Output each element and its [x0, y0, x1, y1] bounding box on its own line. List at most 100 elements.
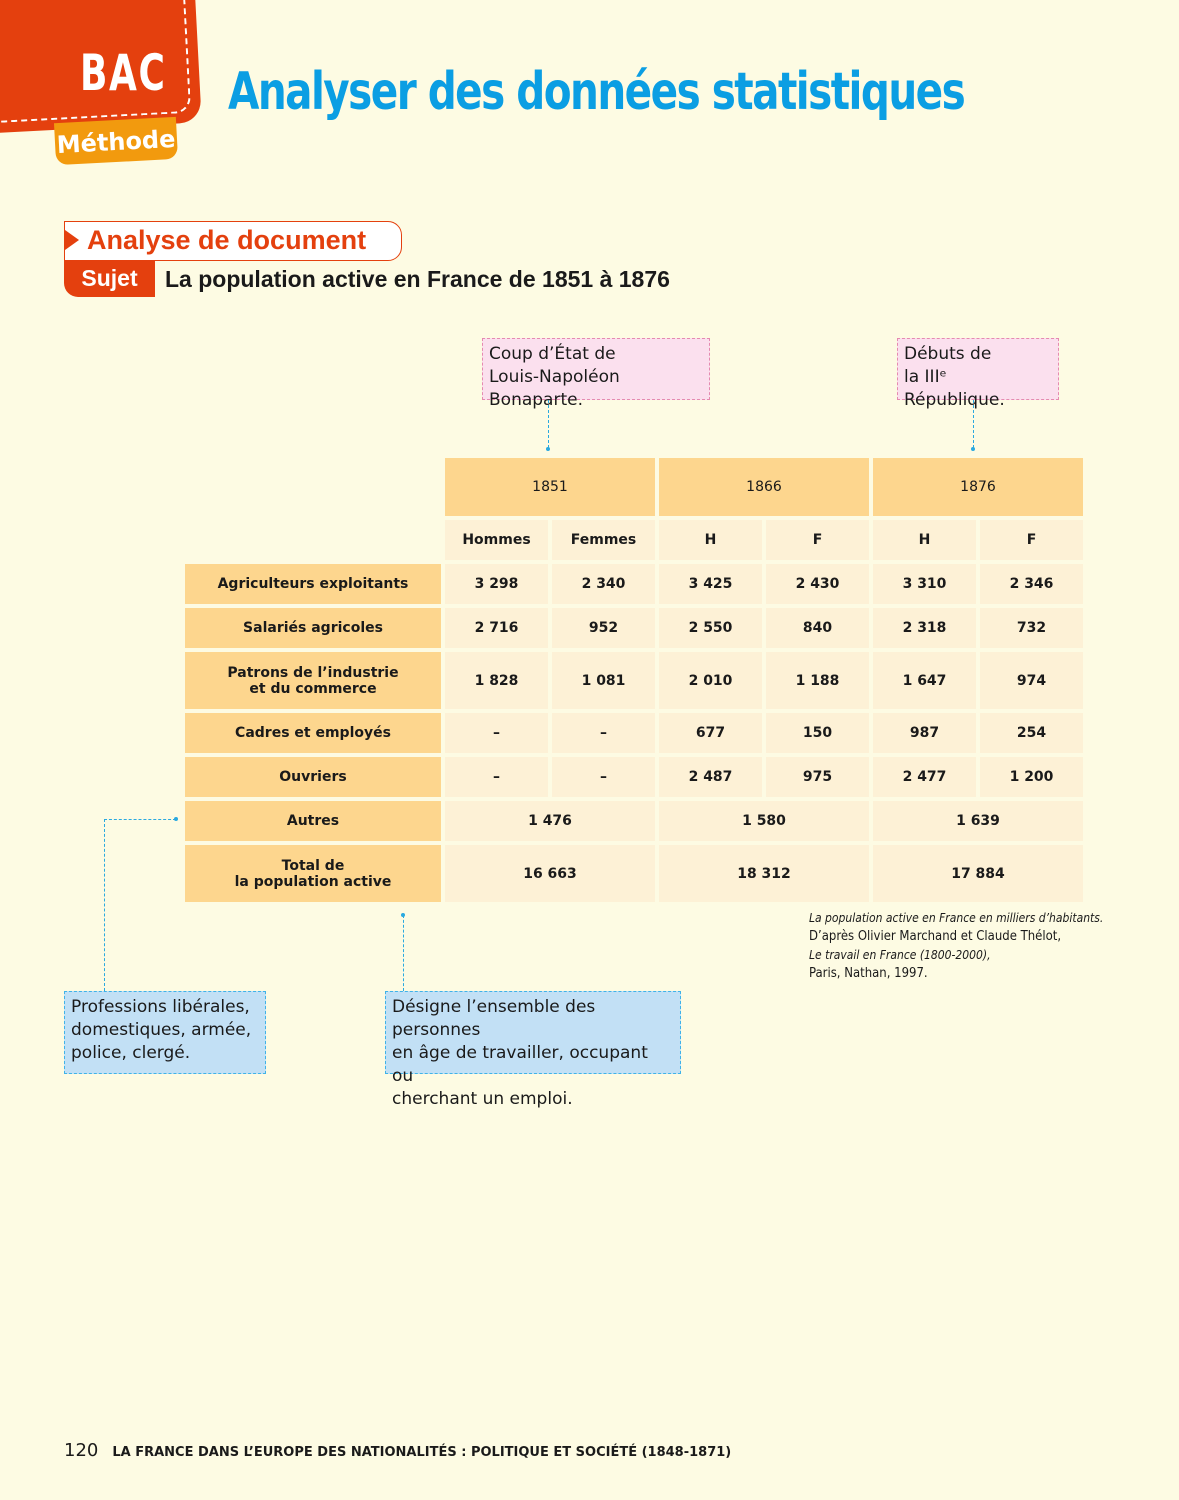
cell: 1 081 [552, 652, 655, 709]
cell: 1 639 [873, 801, 1083, 841]
cell: 1 828 [445, 652, 548, 709]
annotation-republique: Débuts de la IIIᵉ République. [897, 338, 1059, 410]
row-label: Total de la population active [185, 845, 441, 902]
year-header: 1876 [873, 458, 1083, 516]
year-header-row: 1851 1866 1876 [185, 458, 1083, 516]
annotation-line: en âge de travailler, occupant ou [392, 1043, 648, 1086]
label-line: Agriculteurs exploitants [217, 576, 409, 592]
table-row-total: Total de la population active 16 663 18 3… [185, 845, 1083, 902]
annotation-line: la IIIᵉ République. [904, 367, 1005, 410]
row-label: Ouvriers [185, 757, 441, 797]
cell: – [445, 757, 548, 797]
empty-cell [185, 520, 441, 560]
cell: 2 430 [766, 564, 869, 604]
connector-line [104, 819, 176, 820]
source-publisher: Paris, Nathan, 1997. [809, 966, 928, 981]
annotation-line: Débuts de [904, 344, 992, 364]
cell: 2 010 [659, 652, 762, 709]
cell: 2 716 [445, 608, 548, 648]
table-row: Ouvriers – –2 487 975 2 477 1 200 [185, 757, 1083, 797]
label-line: Total de [281, 857, 345, 874]
label-line: Cadres et employés [235, 725, 391, 741]
cell: 2 550 [659, 608, 762, 648]
cell: 3 425 [659, 564, 762, 604]
cell: 17 884 [873, 845, 1083, 902]
connector-dot [546, 447, 550, 451]
connector-line [973, 400, 974, 448]
cell: 677 [659, 713, 762, 753]
label-line: et du commerce [249, 680, 377, 697]
cell: 18 312 [659, 845, 869, 902]
cell: 3 298 [445, 564, 548, 604]
cell: 3 310 [873, 564, 976, 604]
cell: 2 340 [552, 564, 655, 604]
sex-header-row: Hommes Femmes H F H F [185, 520, 1083, 560]
cell: 254 [980, 713, 1083, 753]
row-label: Cadres et employés [185, 713, 441, 753]
label-line: la population active [234, 873, 392, 890]
connector-line [548, 400, 549, 448]
cell: 2 477 [873, 757, 976, 797]
cell: – [552, 757, 655, 797]
methode-tag: Méthode [53, 116, 179, 166]
row-label: Autres [185, 801, 441, 841]
annotation-line: cherchant un emploi. [392, 1089, 573, 1109]
page-title: Analyser des données statistiques [228, 62, 966, 122]
year-header: 1851 [445, 458, 655, 516]
page-number: 120 [64, 1440, 99, 1461]
annotation-line: domestiques, armée, [71, 1020, 252, 1040]
cell: 732 [980, 608, 1083, 648]
row-label: Patrons de l’industrie et du commerce [185, 652, 441, 709]
annotation-autres: Professions libérales, domestiques, armé… [64, 991, 266, 1074]
sex-header: H [659, 520, 762, 560]
table-caption: La population active en France en millie… [809, 911, 1104, 925]
sex-header: F [980, 520, 1083, 560]
triangle-icon [65, 230, 79, 250]
cell: 2 487 [659, 757, 762, 797]
cell: 987 [873, 713, 976, 753]
cell: 840 [766, 608, 869, 648]
cell: 974 [980, 652, 1083, 709]
label-line: Salariés agricoles [243, 620, 383, 636]
bac-label: BAC [80, 44, 167, 102]
table-row-autres: Autres 1 476 1 580 1 639 [185, 801, 1083, 841]
source-author: D’après Olivier Marchand et Claude Thélo… [809, 929, 1062, 944]
annotation-line: Coup d’État de [489, 344, 616, 364]
table-row: Salariés agricoles 2 716 952 2 550 840 2 318 7… [185, 608, 1083, 648]
year-header: 1866 [659, 458, 869, 516]
annotation-population-active: Désigne l’ensemble des personnes en âge … [385, 991, 681, 1109]
cell: – [552, 713, 655, 753]
table-row: Patrons de l’industrie et du commerce 1 82… [185, 652, 1083, 709]
label-line: Patrons de l’industrie [227, 664, 399, 681]
cell: 952 [552, 608, 655, 648]
sujet-tag: Sujet [64, 260, 155, 297]
row-label: Agriculteurs exploitants [185, 564, 441, 604]
cell: 1 647 [873, 652, 976, 709]
cell: 16 663 [445, 845, 655, 902]
cell: 975 [766, 757, 869, 797]
population-table: 1851 1866 1876 Hommes Femmes H F H F Agr… [181, 454, 1087, 906]
sex-header: Hommes [445, 520, 548, 560]
cell: 2 346 [980, 564, 1083, 604]
chapter-title: LA FRANCE DANS L’EUROPE DES NATIONALITÉS… [112, 1445, 732, 1460]
sex-header: F [766, 520, 869, 560]
cell: 1 200 [980, 757, 1083, 797]
table-row: Cadres et employés – –677 150 987 254 [185, 713, 1083, 753]
sex-header: Femmes [552, 520, 655, 560]
annotation-line: police, clergé. [71, 1043, 191, 1063]
section-label: Analyse de document [87, 225, 367, 255]
connector-line [104, 819, 105, 991]
sex-header: H [873, 520, 976, 560]
row-label: Salariés agricoles [185, 608, 441, 648]
empty-cell [185, 458, 441, 516]
connector-line [403, 915, 404, 991]
cell: 1 476 [445, 801, 655, 841]
page-footer: 120 LA FRANCE DANS L’EUROPE DES NATIONALI… [64, 1440, 731, 1461]
annotation-coup-etat: Coup d’État de Louis-Napoléon Bonaparte. [482, 338, 710, 410]
annotation-line: Louis-Napoléon Bonaparte. [489, 367, 620, 410]
cell: – [445, 713, 548, 753]
cell: 1 580 [659, 801, 869, 841]
annotation-line: Professions libérales, [71, 997, 250, 1017]
connector-dot [174, 817, 178, 821]
